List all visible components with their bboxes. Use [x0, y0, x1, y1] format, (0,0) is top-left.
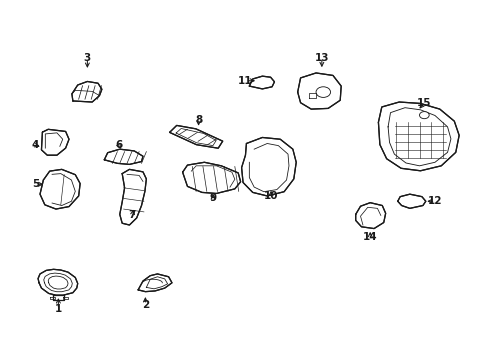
Text: 4: 4	[32, 140, 39, 150]
Polygon shape	[397, 194, 425, 208]
Text: 5: 5	[32, 179, 39, 189]
Text: 9: 9	[209, 193, 216, 203]
Text: 8: 8	[195, 116, 202, 125]
Text: 13: 13	[314, 53, 328, 63]
Text: 15: 15	[416, 98, 431, 108]
Polygon shape	[169, 125, 222, 148]
Polygon shape	[355, 203, 385, 229]
Polygon shape	[182, 162, 240, 193]
Polygon shape	[38, 269, 78, 295]
Polygon shape	[241, 138, 296, 196]
Polygon shape	[40, 169, 80, 209]
Text: 12: 12	[427, 196, 442, 206]
Text: 11: 11	[238, 76, 252, 86]
Text: 2: 2	[142, 300, 149, 310]
Polygon shape	[297, 73, 341, 109]
Text: 3: 3	[83, 53, 91, 63]
Text: 6: 6	[115, 140, 122, 150]
Polygon shape	[138, 274, 172, 292]
Circle shape	[315, 87, 330, 98]
Circle shape	[419, 112, 428, 119]
Polygon shape	[378, 102, 458, 171]
Text: 14: 14	[362, 233, 377, 242]
Polygon shape	[120, 169, 146, 225]
Polygon shape	[72, 81, 102, 102]
Polygon shape	[104, 149, 142, 165]
Polygon shape	[41, 129, 69, 155]
Text: 10: 10	[264, 191, 278, 201]
Text: 1: 1	[55, 304, 62, 314]
Text: 7: 7	[128, 211, 136, 220]
Polygon shape	[249, 76, 274, 89]
